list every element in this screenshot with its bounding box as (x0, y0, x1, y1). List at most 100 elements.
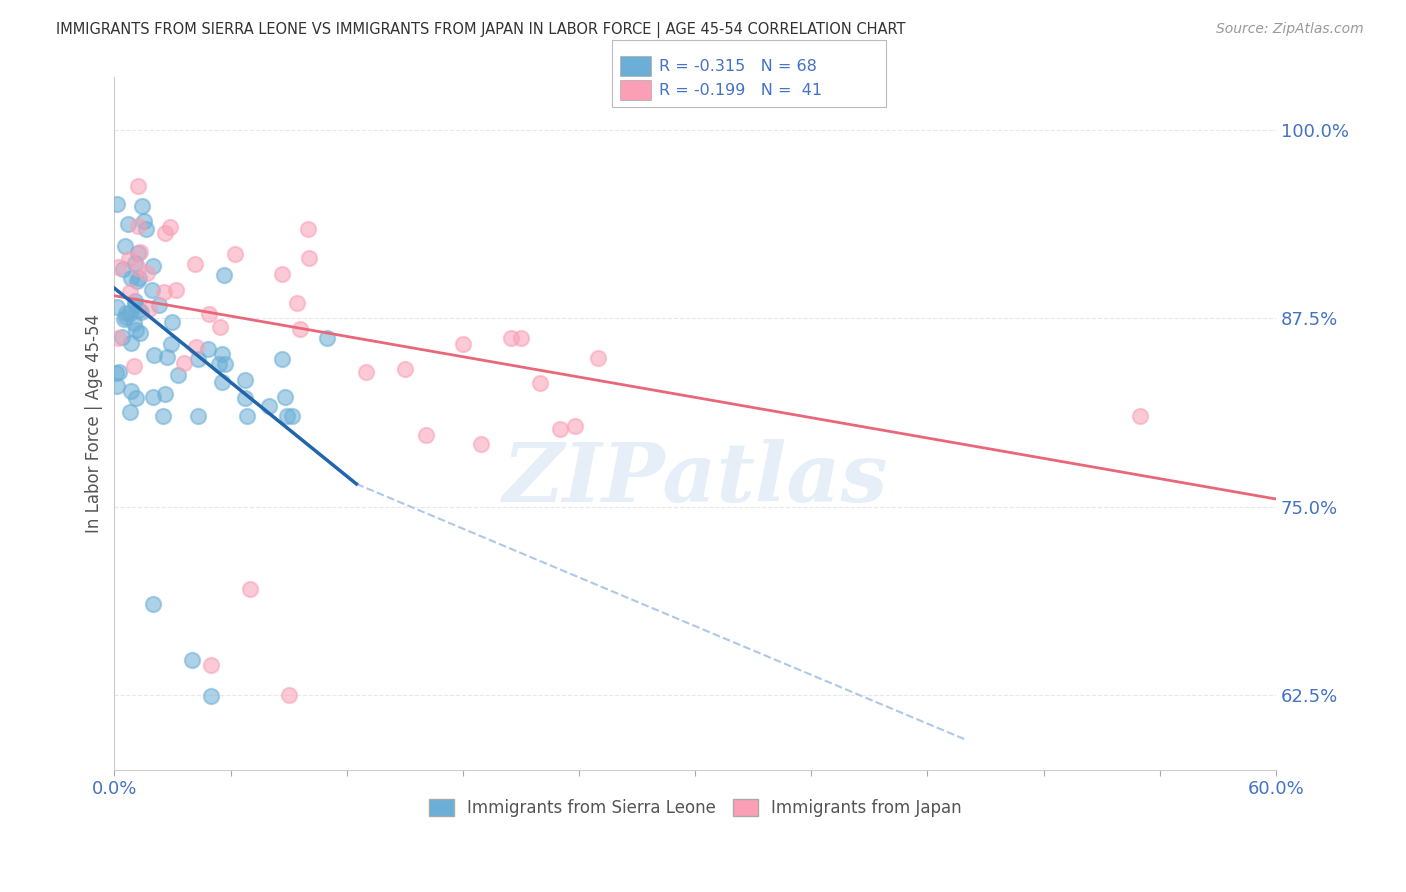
Point (114, 310, 136, 325)
Point (127, 246, 149, 260)
Point (211, 347, 233, 361)
Point (105, 300, 128, 314)
Point (118, 252, 141, 266)
Point (510, 331, 533, 345)
Point (588, 351, 610, 365)
Point (184, 340, 207, 354)
Point (415, 428, 437, 442)
Point (285, 296, 308, 310)
Point (187, 409, 209, 424)
Y-axis label: In Labor Force | Age 45-54: In Labor Force | Age 45-54 (86, 314, 103, 533)
Point (235, 391, 257, 405)
Text: Source: ZipAtlas.com: Source: ZipAtlas.com (1216, 22, 1364, 37)
Point (125, 323, 148, 337)
Point (120, 336, 142, 351)
Point (160, 315, 183, 329)
Point (120, 405, 142, 419)
Point (180, 653, 202, 667)
Point (111, 329, 134, 343)
Point (156, 350, 179, 364)
Point (131, 199, 153, 213)
Point (125, 274, 148, 288)
Point (122, 359, 145, 373)
Text: IMMIGRANTS FROM SIERRA LEONE VS IMMIGRANTS FROM JAPAN IN LABOR FORCE | AGE 45-54: IMMIGRANTS FROM SIERRA LEONE VS IMMIGRAN… (56, 22, 905, 38)
Point (142, 598, 165, 612)
Point (200, 690, 222, 704)
Point (529, 376, 551, 391)
Point (118, 305, 141, 319)
Point (120, 285, 142, 299)
Point (165, 283, 187, 297)
Point (107, 260, 129, 274)
Point (124, 293, 146, 308)
Point (105, 366, 128, 380)
Point (548, 422, 571, 436)
Point (153, 285, 176, 299)
Point (122, 316, 145, 330)
Point (236, 409, 259, 424)
Point (124, 256, 146, 270)
Point (271, 267, 294, 281)
Point (124, 298, 146, 312)
Point (125, 391, 148, 405)
Point (155, 387, 177, 401)
Point (233, 373, 256, 387)
Point (128, 244, 150, 259)
Point (214, 358, 236, 372)
Point (211, 375, 233, 389)
Point (105, 197, 128, 211)
Point (394, 362, 416, 376)
Text: ZIPatlas: ZIPatlas (502, 439, 889, 519)
Point (138, 302, 160, 317)
Point (136, 266, 159, 280)
Point (120, 384, 142, 398)
Point (160, 337, 183, 351)
Point (120, 270, 142, 285)
Point (127, 219, 149, 233)
Point (257, 399, 280, 413)
Point (128, 303, 150, 318)
Point (107, 331, 129, 345)
Point (271, 351, 294, 366)
Point (131, 305, 153, 319)
Point (117, 218, 139, 232)
Point (152, 409, 174, 424)
Point (187, 351, 209, 366)
Point (159, 220, 181, 235)
Point (128, 271, 150, 285)
Point (297, 222, 319, 236)
Point (208, 319, 231, 334)
Point (142, 390, 165, 404)
Point (173, 356, 195, 370)
Point (197, 343, 219, 357)
Point (127, 179, 149, 194)
Point (108, 365, 131, 379)
Point (200, 657, 222, 672)
Point (143, 348, 166, 362)
Point (142, 259, 165, 273)
Point (111, 261, 134, 276)
Text: R = -0.315   N = 68: R = -0.315 N = 68 (659, 59, 817, 74)
Point (277, 688, 299, 702)
Point (501, 331, 523, 345)
Point (155, 227, 177, 241)
Point (114, 239, 136, 253)
Point (315, 331, 337, 345)
Point (132, 214, 155, 228)
Point (127, 260, 149, 275)
Point (148, 297, 170, 311)
Point (470, 436, 492, 450)
Point (115, 306, 138, 320)
Point (298, 251, 321, 265)
Point (184, 257, 207, 271)
Point (290, 322, 312, 336)
Point (274, 390, 297, 404)
Point (112, 311, 135, 326)
Point (280, 409, 302, 424)
Point (239, 582, 262, 597)
Point (1129, 409, 1152, 424)
Point (451, 337, 474, 351)
Point (276, 409, 298, 424)
Legend: Immigrants from Sierra Leone, Immigrants from Japan: Immigrants from Sierra Leone, Immigrants… (422, 792, 969, 824)
Point (208, 357, 231, 371)
